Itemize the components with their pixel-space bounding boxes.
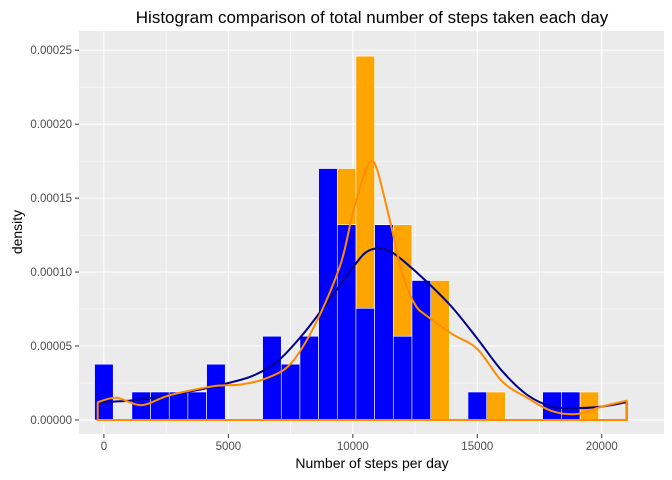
x-tick-label: 5000	[216, 441, 242, 453]
histogram-bar-original	[561, 391, 581, 421]
density-curves	[96, 160, 628, 421]
x-tick-label: 10000	[337, 441, 369, 453]
histogram-bar-original	[206, 363, 226, 421]
density-curve-imputed	[96, 160, 628, 421]
x-tick-label: 20000	[586, 441, 618, 453]
x-axis-title: Number of steps per day	[295, 455, 448, 471]
y-tick-label: 0.00025	[30, 45, 72, 57]
histogram-bar-original	[336, 224, 357, 421]
x-tick-label: 15000	[461, 441, 493, 453]
y-tick-label: 0.00000	[30, 415, 72, 427]
histogram-bar-original	[187, 391, 207, 421]
y-axis: 0.00000 0.00005 0.00010 0.00015 0.00020 0.000…	[30, 45, 79, 427]
histogram-bar-original	[280, 363, 301, 421]
chart-title: Histogram comparison of total number of …	[136, 8, 609, 27]
histogram-bars	[94, 55, 599, 421]
histogram-bar-original	[355, 307, 375, 421]
y-tick-label: 0.00010	[30, 267, 72, 279]
histogram-bar-imputed	[579, 391, 599, 421]
density-curve-original	[96, 247, 628, 421]
y-axis-title: density	[9, 210, 25, 254]
y-tick-label: 0.00015	[30, 193, 72, 205]
y-tick-label: 0.00005	[30, 341, 72, 353]
x-tick-label: 0	[101, 441, 107, 453]
histogram-bar-original	[411, 280, 431, 421]
histogram-bar-imputed	[486, 391, 506, 421]
histogram-bar-original	[168, 391, 189, 421]
x-axis: 0 5000 10000 15000 20000	[101, 434, 618, 453]
histogram-bar-original	[467, 391, 487, 421]
histogram-bar-original	[374, 224, 394, 421]
histogram-bar-original	[392, 335, 413, 421]
y-tick-label: 0.00020	[30, 119, 72, 131]
